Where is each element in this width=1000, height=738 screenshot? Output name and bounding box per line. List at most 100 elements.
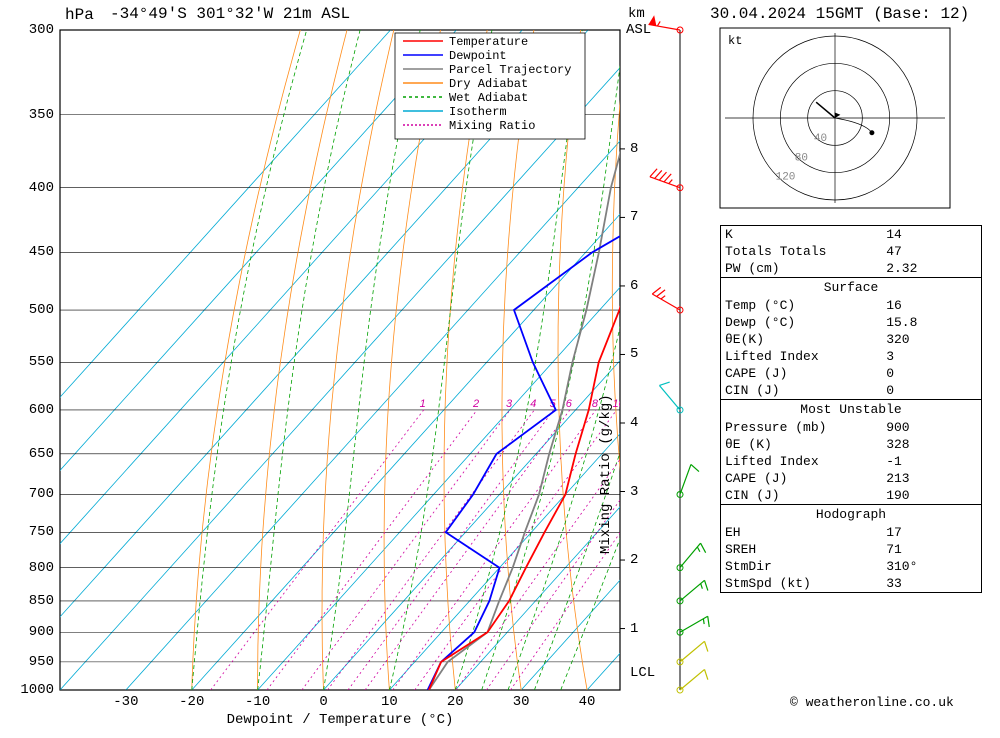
index-row: Lifted Index-1 bbox=[721, 453, 981, 470]
section-title: Surface bbox=[721, 277, 981, 297]
mixing-ratio-label: 25 bbox=[701, 398, 715, 410]
mixing-ratio-label: 10 bbox=[613, 398, 626, 410]
legend-label: Mixing Ratio bbox=[449, 119, 535, 133]
indices-panel: K14Totals Totals47PW (cm)2.32SurfaceTemp… bbox=[720, 225, 982, 593]
dry-adiabat-line bbox=[322, 30, 394, 690]
hodograph-unit: kt bbox=[728, 34, 742, 48]
left-axis-title: hPa bbox=[65, 6, 94, 24]
wind-barb bbox=[651, 285, 688, 314]
wind-barb bbox=[676, 541, 708, 576]
wind-barb bbox=[676, 578, 711, 610]
temp-tick-label: 30 bbox=[513, 694, 530, 710]
mixing-ratio-label: 3 bbox=[506, 398, 513, 410]
section-title: Most Unstable bbox=[721, 399, 981, 419]
legend-label: Parcel Trajectory bbox=[449, 63, 571, 77]
index-label: StmDir bbox=[721, 558, 882, 575]
pressure-tick-label: 950 bbox=[29, 654, 54, 670]
temp-tick-label: 20 bbox=[447, 694, 464, 710]
wind-barb bbox=[649, 167, 686, 191]
index-row: CAPE (J)213 bbox=[721, 470, 981, 487]
pressure-tick-label: 400 bbox=[29, 180, 54, 196]
pressure-tick-label: 650 bbox=[29, 446, 54, 462]
index-row: θE(K)320 bbox=[721, 331, 981, 348]
wind-barb bbox=[676, 667, 711, 699]
pressure-tick-label: 800 bbox=[29, 560, 54, 576]
legend-label: Temperature bbox=[449, 35, 528, 49]
wind-barb bbox=[657, 379, 689, 414]
index-label: Lifted Index bbox=[721, 348, 882, 365]
km-tick-label: 7 bbox=[630, 209, 638, 225]
legend: TemperatureDewpointParcel TrajectoryDry … bbox=[395, 33, 585, 139]
temp-tick-label: -20 bbox=[179, 694, 204, 710]
dry-adiabat-line bbox=[192, 30, 300, 690]
mixing-ratio-line bbox=[486, 410, 684, 690]
index-row: PW (cm)2.32 bbox=[721, 260, 981, 277]
index-value: 33 bbox=[882, 575, 981, 592]
section-title: Hodograph bbox=[721, 504, 981, 524]
bottom-axis-title: Dewpoint / Temperature (°C) bbox=[227, 712, 454, 728]
wind-barb bbox=[676, 614, 713, 643]
index-value: -1 bbox=[882, 453, 981, 470]
mixing-ratio-line bbox=[211, 410, 424, 690]
km-tick-label: 2 bbox=[630, 552, 638, 568]
pressure-tick-label: 600 bbox=[29, 402, 54, 418]
index-row: Dewp (°C)15.8 bbox=[721, 314, 981, 331]
index-row: θE (K)328 bbox=[721, 436, 981, 453]
legend-label: Wet Adiabat bbox=[449, 91, 528, 105]
km-sub: ASL bbox=[626, 22, 651, 38]
pressure-tick-label: 900 bbox=[29, 624, 54, 640]
mixing-ratio-label: 15 bbox=[651, 398, 664, 410]
hodograph: 4080120kt bbox=[720, 28, 950, 208]
index-value: 0 bbox=[882, 382, 981, 399]
index-row: Temp (°C)16 bbox=[721, 297, 981, 314]
mixing-ratio-line bbox=[456, 410, 655, 690]
index-value: 213 bbox=[882, 470, 981, 487]
index-label: K bbox=[721, 226, 882, 243]
index-label: θE (K) bbox=[721, 436, 882, 453]
temp-tick-label: 0 bbox=[319, 694, 327, 710]
index-label: CIN (J) bbox=[721, 382, 882, 399]
wind-barb bbox=[676, 639, 711, 671]
km-tick-label: 4 bbox=[630, 415, 638, 431]
index-value: 310° bbox=[882, 558, 981, 575]
index-label: EH bbox=[721, 524, 882, 541]
index-label: CAPE (J) bbox=[721, 365, 882, 382]
index-value: 17 bbox=[882, 524, 981, 541]
pressure-tick-label: 850 bbox=[29, 593, 54, 609]
legend-label: Isotherm bbox=[449, 105, 507, 119]
mixing-ratio-label: 4 bbox=[530, 398, 536, 410]
pressure-tick-label: 350 bbox=[29, 107, 54, 123]
isotherm-line bbox=[0, 30, 390, 690]
index-label: Temp (°C) bbox=[721, 297, 882, 314]
index-value: 14 bbox=[882, 226, 981, 243]
pressure-tick-label: 750 bbox=[29, 524, 54, 540]
index-row: CIN (J)190 bbox=[721, 487, 981, 504]
svg-text:120: 120 bbox=[776, 171, 796, 183]
km-tick-label: 5 bbox=[630, 346, 638, 362]
index-label: Pressure (mb) bbox=[721, 419, 882, 436]
legend-label: Dry Adiabat bbox=[449, 77, 528, 91]
index-label: θE(K) bbox=[721, 331, 882, 348]
pressure-tick-label: 700 bbox=[29, 486, 54, 502]
pressure-tick-label: 500 bbox=[29, 302, 54, 318]
wind-barb bbox=[648, 15, 685, 34]
index-label: Totals Totals bbox=[721, 243, 882, 260]
pressure-tick-label: 550 bbox=[29, 354, 54, 370]
km-tick-label: 1 bbox=[630, 621, 638, 637]
index-row: CIN (J)0 bbox=[721, 382, 981, 399]
index-row: Lifted Index3 bbox=[721, 348, 981, 365]
pressure-tick-label: 1000 bbox=[20, 682, 54, 698]
km-tick-label: 3 bbox=[630, 484, 638, 500]
mixing-ratio-label: 6 bbox=[566, 398, 573, 410]
index-row: Totals Totals47 bbox=[721, 243, 981, 260]
dry-adiabat-line bbox=[258, 30, 347, 690]
index-label: SREH bbox=[721, 541, 882, 558]
index-value: 15.8 bbox=[882, 314, 981, 331]
index-row: EH17 bbox=[721, 524, 981, 541]
pressure-tick-label: 450 bbox=[29, 244, 54, 260]
index-value: 320 bbox=[882, 331, 981, 348]
mixing-ratio-label: 2 bbox=[472, 398, 479, 410]
index-label: CIN (J) bbox=[721, 487, 882, 504]
index-row: Pressure (mb)900 bbox=[721, 419, 981, 436]
temp-tick-label: 40 bbox=[579, 694, 596, 710]
